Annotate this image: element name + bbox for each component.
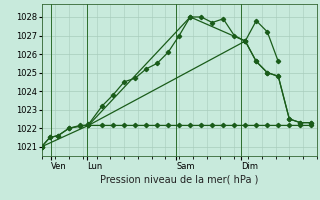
X-axis label: Pression niveau de la mer( hPa ): Pression niveau de la mer( hPa ) xyxy=(100,175,258,185)
